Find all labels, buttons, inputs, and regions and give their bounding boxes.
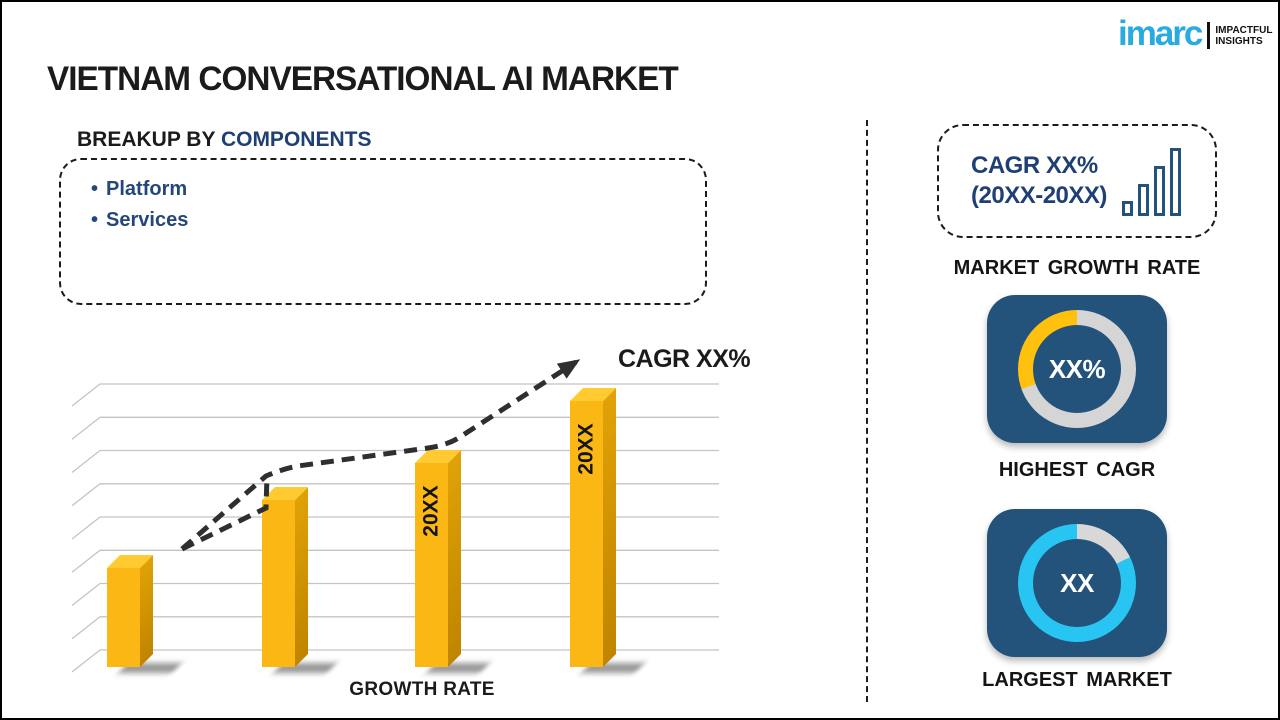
- cagr-summary-box: CAGR XX% (20XX-20XX): [937, 124, 1217, 238]
- bar: 20XX: [415, 450, 461, 667]
- largest-market-donut-icon: XX: [1018, 524, 1136, 642]
- breakup-list: • Platform • Services: [61, 160, 705, 236]
- highest-cagr-label: HIGHEST CAGR: [998, 459, 1156, 481]
- bar-face-front: [107, 568, 140, 667]
- chart-bars: 20XX 20XX: [62, 342, 752, 718]
- breakup-item-label: Platform: [106, 178, 188, 200]
- logo-divider: [1207, 22, 1211, 49]
- bar-face-side: [140, 555, 153, 667]
- donut-hole: XX%: [1033, 325, 1121, 413]
- growth-rate-chart: 20XX 20XX CAGR XX% GROWTH RATE: [62, 342, 752, 718]
- breakup-heading: BREAKUP BY COMPONENTS: [77, 128, 371, 152]
- vertical-dashed-divider: [866, 120, 868, 702]
- bar-icon-bar: [1137, 184, 1149, 216]
- largest-market-tile: XX: [987, 509, 1167, 657]
- bullet-icon: •: [91, 178, 99, 200]
- donut-hole: XX: [1033, 539, 1121, 627]
- bar-face-side: [295, 487, 308, 667]
- trend-cagr-label: CAGR XX%: [618, 345, 751, 373]
- breakup-item-label: Services: [106, 209, 189, 231]
- cagr-line1: CAGR XX%: [971, 152, 1098, 179]
- largest-market-value: XX: [1060, 567, 1094, 598]
- bar-face-side: [603, 388, 616, 667]
- market-growth-rate-label: MARKET GROWTH RATE: [953, 257, 1201, 279]
- bar-icon-bar: [1121, 201, 1133, 216]
- imarc-logo-text: imarc: [1118, 14, 1203, 53]
- imarc-logo: imarc IMPACTFUL INSIGHTS: [1118, 16, 1272, 51]
- largest-market-label: LARGEST MARKET: [982, 669, 1172, 691]
- logo-tagline-line1: IMPACTFUL: [1215, 24, 1273, 36]
- bullet-icon: •: [91, 209, 99, 231]
- bar-face-front: [262, 500, 295, 667]
- page-title: VIETNAM CONVERSATIONAL AI MARKET: [47, 60, 679, 98]
- highest-cagr-value: XX%: [1048, 353, 1106, 384]
- highest-cagr-tile: XX%: [987, 295, 1167, 443]
- cagr-line2: (20XX-20XX): [971, 182, 1107, 209]
- chart-gridlines: [71, 383, 719, 673]
- bar-chart-icon: [1117, 146, 1181, 216]
- gridline-path: [71, 383, 719, 673]
- logo-tagline: IMPACTFUL INSIGHTS: [1215, 25, 1272, 47]
- bar-label-wrap: 20XX: [570, 409, 603, 489]
- list-item: • Platform: [91, 174, 705, 205]
- bar-icon-bar: [1153, 166, 1165, 216]
- logo-tagline-line2: INSIGHTS: [1215, 35, 1263, 47]
- bar-face-side: [448, 450, 461, 667]
- chart-x-axis-label: GROWTH RATE: [349, 679, 495, 700]
- bar: [262, 487, 308, 667]
- cagr-summary-text: CAGR XX% (20XX-20XX): [971, 151, 1107, 211]
- bar-label-wrap: 20XX: [415, 471, 448, 551]
- breakup-components-box: • Platform • Services: [59, 158, 707, 305]
- list-item: • Services: [91, 205, 705, 236]
- breakup-heading-prefix: BREAKUP BY: [77, 128, 221, 151]
- bar: [107, 555, 153, 667]
- highest-cagr-donut-icon: XX%: [1018, 310, 1136, 428]
- breakup-heading-highlight: COMPONENTS: [220, 128, 372, 151]
- right-panel: CAGR XX% (20XX-20XX) MARKET GROWTH RATE …: [932, 122, 1222, 718]
- bar-year-label: 20XX: [574, 423, 598, 475]
- bar: 20XX: [570, 388, 616, 667]
- bar-year-label: 20XX: [419, 485, 443, 537]
- bar-icon-bar: [1169, 148, 1181, 216]
